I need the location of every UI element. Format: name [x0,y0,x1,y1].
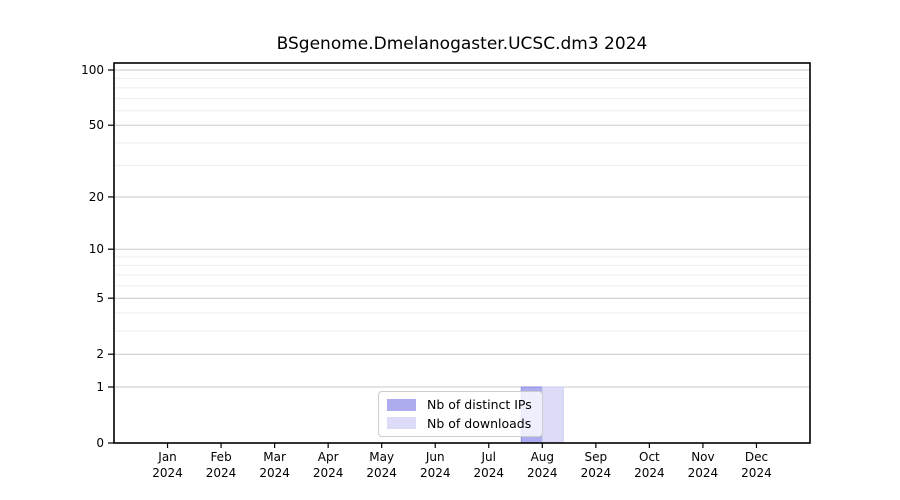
x-tick-label-sep: Sep 2024 [580,450,612,480]
x-tick-label-mar: Mar 2024 [259,450,290,480]
axis-frame [113,62,811,444]
x-tick-label-feb: Feb 2024 [205,450,237,480]
legend-swatch-downloads [387,417,416,430]
x-tick-label-dec: Dec 2024 [741,450,772,480]
legend: Nb of distinct IPs Nb of downloads [378,391,543,437]
bar-nb-of-downloads-aug [541,386,564,444]
x-tick-label-oct: Oct 2024 [634,450,665,480]
x-tick-label-nov: Nov 2024 [687,450,719,480]
y-tick-label-1: 1 [96,379,104,394]
x-tick-label-jul: Jul 2024 [473,450,505,480]
y-tick-label-10: 10 [88,242,104,257]
x-tick-label-apr: Apr 2024 [312,450,344,480]
y-tick-label-0: 0 [96,436,104,450]
legend-entry-downloads: Nb of downloads [387,416,536,431]
y-tick-label-20: 20 [88,189,104,204]
x-tick-label-may: May 2024 [366,450,397,480]
legend-entry-distinct-ips: Nb of distinct IPs [387,397,536,412]
x-tick-label-jan: Jan 2024 [152,450,183,480]
legend-label-distinct-ips: Nb of distinct IPs [427,397,532,413]
x-tick-label-aug: Aug 2024 [527,450,558,480]
y-tick-label-100: 100 [81,63,104,77]
legend-swatch-distinct-ips [387,398,416,411]
y-tick-label-5: 5 [96,291,104,306]
y-tick-label-50: 50 [88,118,104,133]
x-tick-label-jun: Jun 2024 [419,450,451,480]
legend-label-downloads: Nb of downloads [427,415,532,431]
chart-title: BSgenome.Dmelanogaster.UCSC.dm3 2024 [276,34,648,54]
y-tick-label-2: 2 [96,347,104,362]
